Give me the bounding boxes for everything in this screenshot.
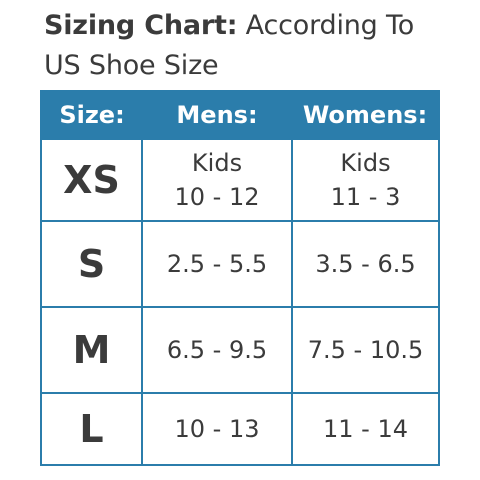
sizing-table: Size: Mens: Womens: XS Kids 10 - 12 Kids… (40, 90, 440, 466)
table-row-m-mens: 6.5 - 9.5 (166, 336, 268, 364)
chart-title: Sizing Chart: According To US Shoe Size (44, 6, 464, 86)
table-row-xs-size: XS (63, 158, 120, 202)
mens-xs-line-1: Kids (191, 149, 243, 177)
womens-xs-line-2: 11 - 3 (330, 183, 401, 211)
table-row-l-womens: 11 - 14 (323, 415, 408, 443)
header-size: Size: (59, 101, 125, 129)
row-divider-3 (42, 392, 438, 394)
mens-xs-line-2: 10 - 12 (174, 183, 260, 211)
table-row-xs-mens: Kids 10 - 12 (143, 140, 291, 220)
table-row-s-size: S (77, 242, 106, 286)
table-row-l-mens: 10 - 13 (174, 415, 260, 443)
table-row-m-womens: 7.5 - 10.5 (307, 336, 424, 364)
title-bold-part: Sizing Chart: (44, 10, 238, 41)
table-row-m-size: M (72, 328, 111, 372)
column-divider-2 (291, 140, 293, 464)
header-mens: Mens: (176, 101, 258, 129)
title-line-1: Sizing Chart: According To (44, 6, 464, 46)
column-divider-1 (141, 140, 143, 464)
row-divider-1 (42, 220, 438, 222)
table-row-s-mens: 2.5 - 5.5 (166, 250, 268, 278)
womens-xs-line-1: Kids (340, 149, 391, 177)
table-row-s-womens: 3.5 - 6.5 (315, 250, 416, 278)
header-womens: Womens: (302, 101, 428, 129)
table-row-xs-womens: Kids 11 - 3 (293, 140, 438, 220)
table-row-l-size: L (79, 407, 104, 451)
title-line-2: US Shoe Size (44, 50, 219, 81)
row-divider-2 (42, 306, 438, 308)
title-rest: According To (237, 10, 415, 41)
table-header: Size: Mens: Womens: (42, 90, 438, 140)
